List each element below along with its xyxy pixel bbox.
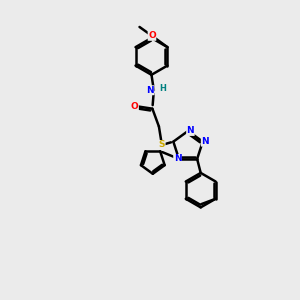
Text: N: N (201, 137, 209, 146)
Text: N: N (174, 154, 181, 164)
Text: O: O (131, 102, 138, 111)
Text: H: H (159, 84, 166, 93)
Text: O: O (148, 32, 156, 40)
Text: N: N (187, 127, 194, 136)
Text: S: S (159, 140, 165, 149)
Text: N: N (146, 86, 154, 95)
